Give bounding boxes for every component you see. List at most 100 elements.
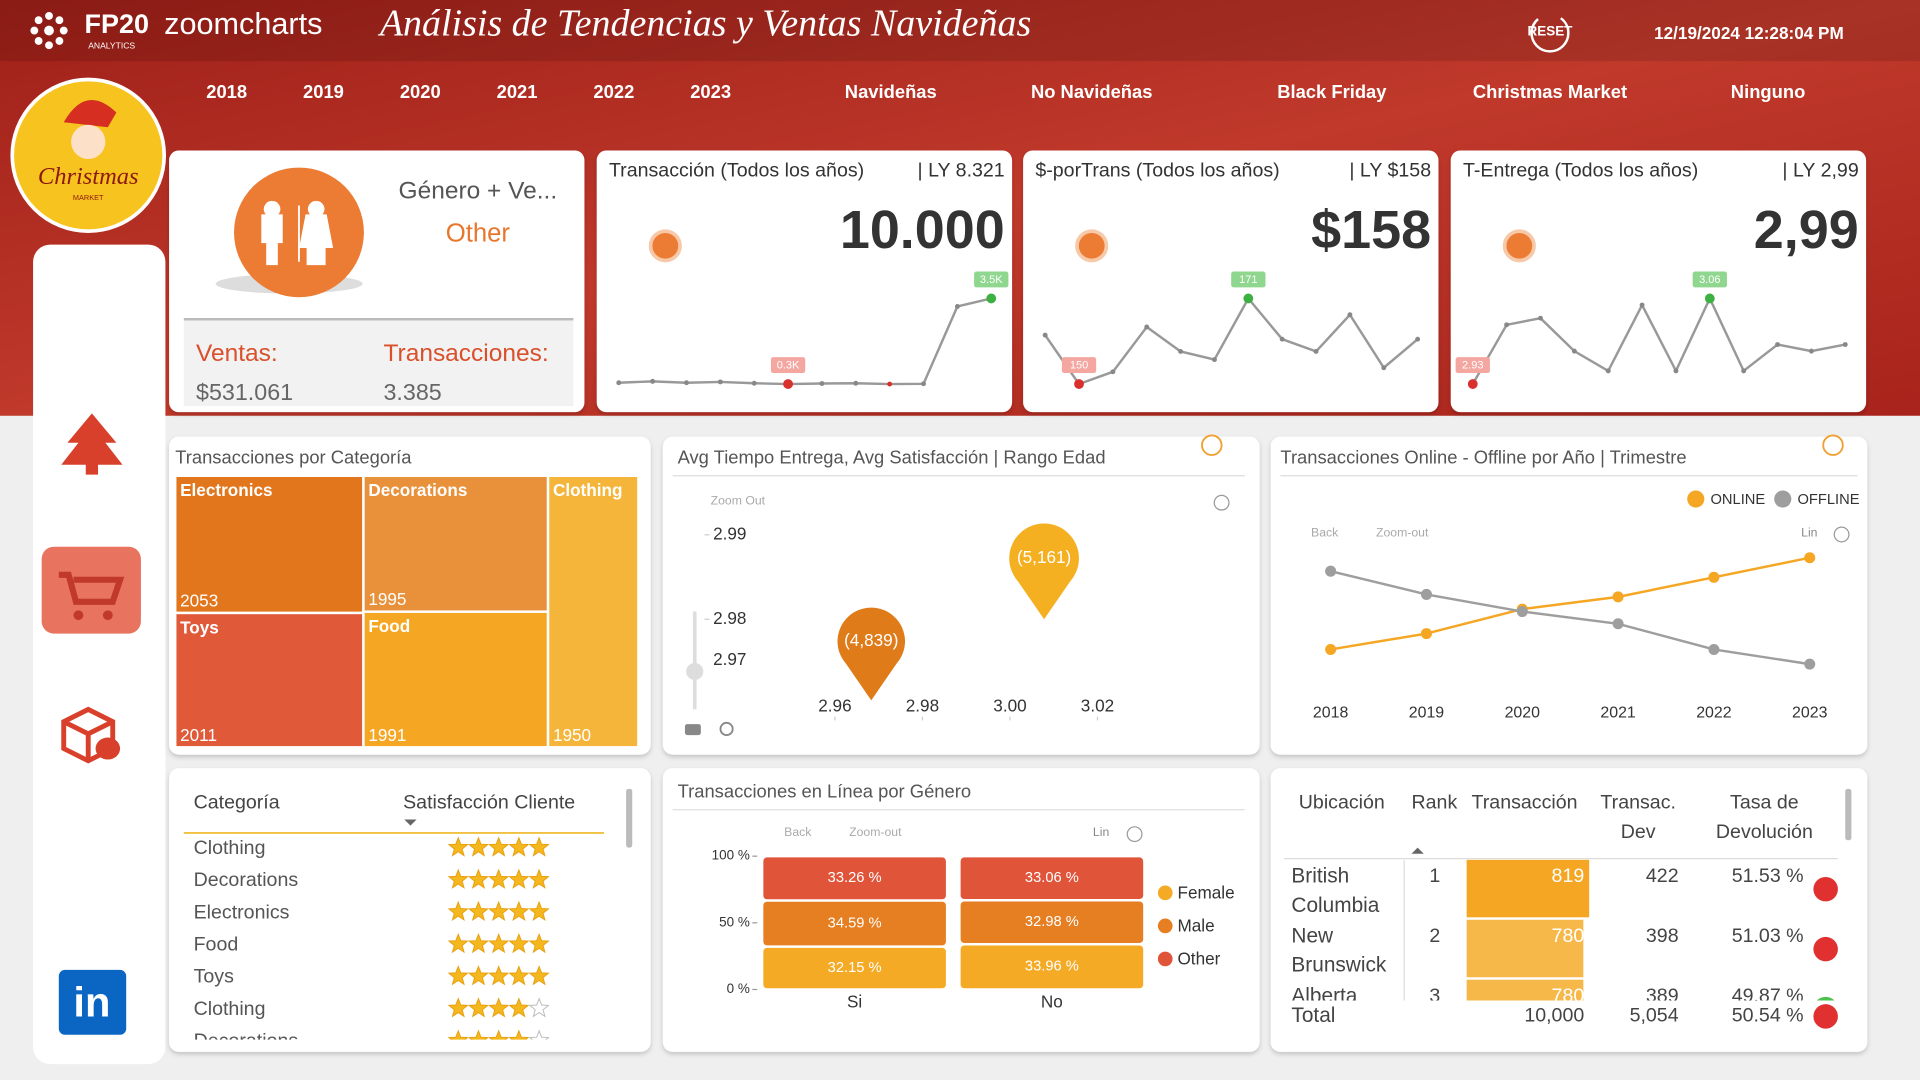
brand-dot: [55, 16, 64, 25]
brand-dot: [55, 37, 64, 45]
top-bar: [0, 0, 1920, 62]
cell-text: Decorations: [194, 1030, 299, 1052]
bar-segment: [960, 901, 1144, 943]
data-label: 32.98 %: [1025, 914, 1079, 930]
year-filter[interactable]: 2018: [206, 81, 247, 102]
data-label: 3.06: [1699, 274, 1720, 286]
column-header[interactable]: Transacción: [1472, 792, 1578, 814]
reset-button[interactable]: RESET: [1528, 23, 1574, 38]
scale-toggle[interactable]: Lin: [1093, 825, 1110, 839]
column-header[interactable]: Rank: [1412, 792, 1458, 814]
slider-knob[interactable]: [686, 662, 704, 681]
pin-icon: [719, 721, 734, 737]
line-point: [1612, 591, 1624, 603]
sparkline-point: [1347, 312, 1353, 318]
star: [467, 932, 490, 954]
cell-text: Clothing: [194, 998, 266, 1020]
sparkline: [1471, 295, 1846, 385]
column-header[interactable]: Transac.: [1600, 792, 1676, 814]
linkedin-button[interactable]: [58, 969, 127, 1035]
line-card: [1270, 436, 1868, 755]
scrollbar: [626, 788, 633, 848]
sparkline-point: [1144, 324, 1150, 330]
badge-text: Christmas: [38, 163, 139, 190]
back-button[interactable]: Back: [1311, 526, 1339, 540]
star: [528, 900, 550, 922]
zoom-out[interactable]: Zoom Out: [711, 494, 766, 508]
rating: [447, 932, 550, 954]
column-header[interactable]: Tasa de: [1730, 792, 1799, 814]
bar-segment: [763, 901, 946, 946]
year-filter[interactable]: 2019: [303, 81, 344, 102]
star: [528, 836, 550, 857]
star: [447, 900, 469, 922]
cell-value: 1950: [553, 725, 591, 745]
help-icon[interactable]: [1213, 494, 1230, 511]
star: [467, 997, 490, 1018]
column-header[interactable]: Ubicación: [1299, 792, 1385, 814]
bubble-pin: [1009, 523, 1079, 620]
cart-button[interactable]: [41, 546, 141, 634]
cell-text: 51.03 %: [1732, 925, 1804, 947]
total-bg: [1280, 1001, 1845, 1034]
sparkline-point: [1074, 379, 1084, 389]
data-label: 171: [1239, 274, 1257, 286]
badge-sub: MARKET: [73, 193, 104, 202]
kpi-card: [1023, 150, 1439, 413]
x-tick-label: 3.00: [993, 695, 1026, 715]
cell-value: 2011: [180, 725, 217, 745]
type-filter[interactable]: Christmas Market: [1473, 81, 1627, 102]
legend-label: ONLINE: [1710, 492, 1765, 508]
star: [467, 868, 490, 889]
type-filter[interactable]: Navideñas: [845, 81, 937, 102]
value-badge: [770, 357, 806, 374]
data-bar: [1466, 919, 1584, 978]
cart-icon[interactable]: [58, 571, 125, 605]
brand-dot: [30, 26, 39, 35]
kpi-value: 2,99: [1754, 200, 1859, 260]
type-filter[interactable]: No Navideñas: [1031, 81, 1153, 102]
help-icon[interactable]: [1833, 526, 1850, 543]
column-header[interactable]: Devolución: [1716, 821, 1813, 843]
reset-icon[interactable]: [1530, 13, 1570, 53]
star: [488, 965, 510, 986]
column-header[interactable]: Dev: [1621, 821, 1656, 843]
santa-face: [71, 124, 106, 160]
kpi-title: T-Entrega (Todos los años): [1463, 159, 1698, 181]
help-icon[interactable]: [1126, 826, 1143, 843]
kpi-ly: | LY 2,99: [1782, 159, 1858, 181]
data-bar: [1466, 859, 1590, 918]
status-face: [1816, 996, 1835, 1001]
zoom-out[interactable]: Zoom-out: [1376, 526, 1429, 540]
sparkline-point: [684, 380, 689, 386]
year-filter[interactable]: 2020: [400, 81, 441, 102]
back-button[interactable]: Back: [784, 825, 812, 839]
line-point: [1325, 565, 1337, 577]
year-filter[interactable]: 2021: [497, 81, 538, 102]
star: [488, 1029, 510, 1040]
type-filter[interactable]: Ninguno: [1731, 81, 1806, 102]
info-icon[interactable]: [1201, 434, 1223, 456]
info-icon[interactable]: [1822, 434, 1844, 456]
star: [508, 932, 530, 954]
scale-toggle[interactable]: Lin: [1801, 526, 1818, 540]
star: [508, 1029, 530, 1040]
cell-text: 422: [1646, 865, 1679, 887]
zoom-out[interactable]: Zoom-out: [849, 825, 902, 839]
tree-icon[interactable]: [61, 413, 123, 475]
treemap-cell: [173, 611, 365, 749]
type-filter[interactable]: Black Friday: [1277, 81, 1387, 102]
table-body: British Columbia 1 819 422 51.53 % New Brunswic…: [1291, 859, 1838, 1001]
sparkline-point: [1704, 293, 1715, 304]
x-tick-label: 2.98: [906, 695, 939, 715]
sparkline-point: [650, 378, 656, 384]
data-label: 34.59 %: [828, 915, 882, 931]
year-filter[interactable]: 2023: [690, 81, 731, 102]
sidebar: [33, 244, 166, 1065]
cell-text: 398: [1646, 925, 1679, 947]
linkedin-text[interactable]: in: [73, 978, 110, 1025]
kpi-icon: [1502, 229, 1536, 263]
year-filter[interactable]: 2022: [593, 81, 634, 102]
brand-dot: [59, 26, 68, 35]
column-header[interactable]: Satisfacción Cliente: [403, 792, 575, 814]
